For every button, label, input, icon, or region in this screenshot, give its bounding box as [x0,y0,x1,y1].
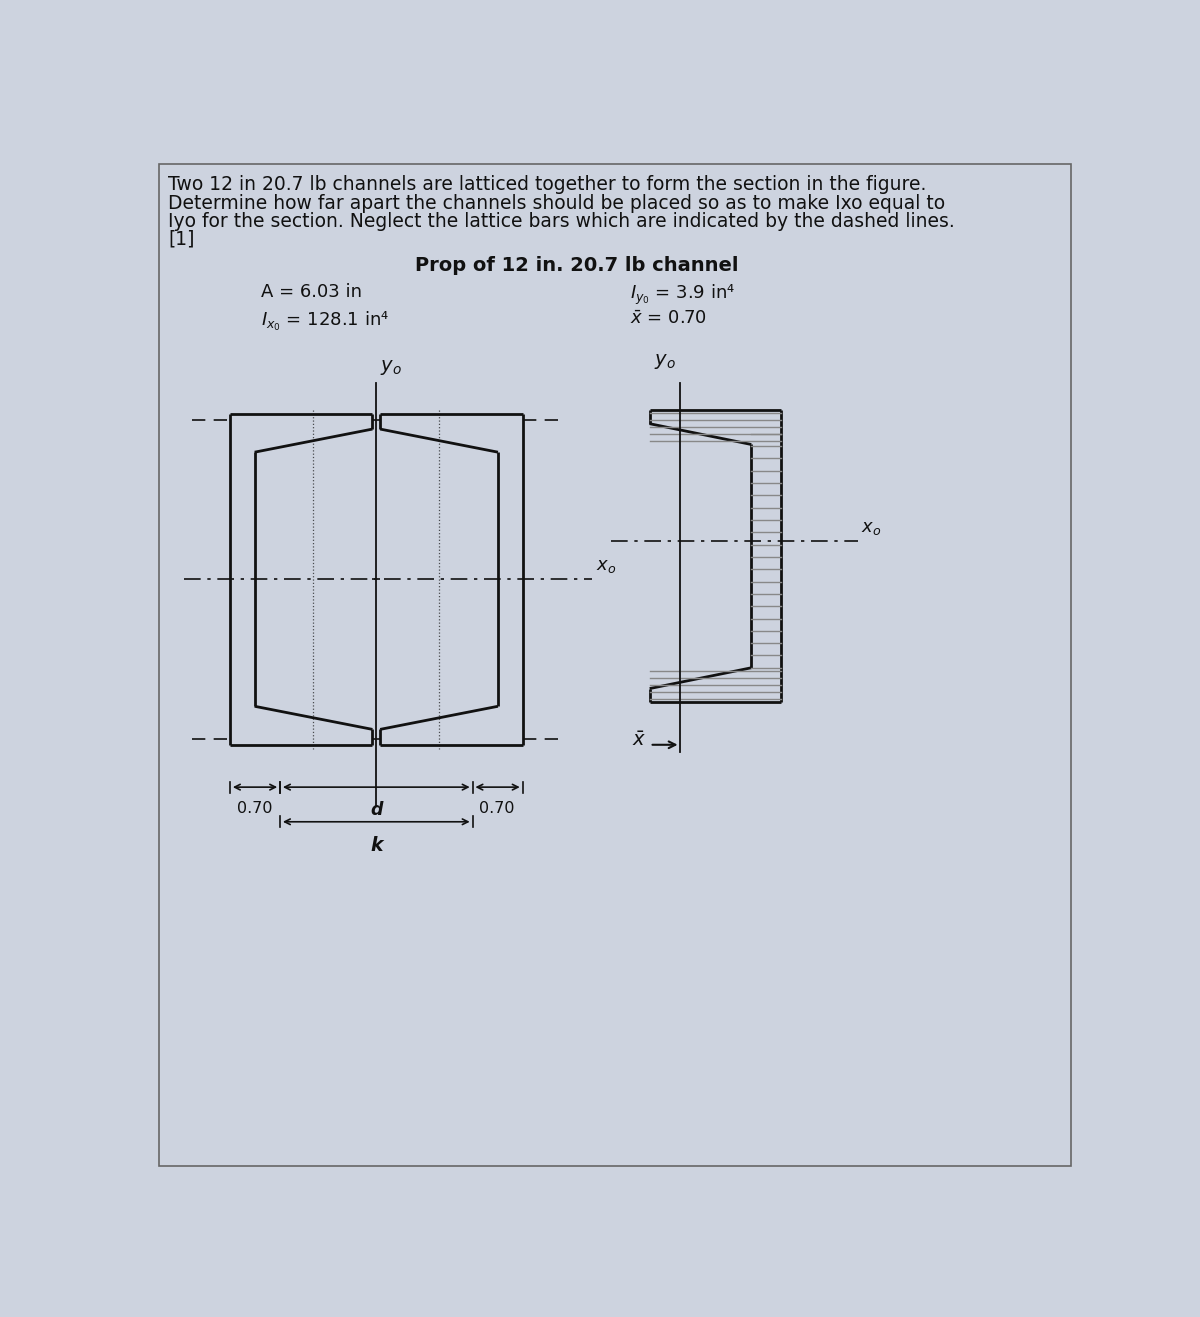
Text: 0.70: 0.70 [480,801,515,817]
Text: $x_o$: $x_o$ [595,557,616,576]
Text: Iyo for the section. Neglect the lattice bars which are indicated by the dashed : Iyo for the section. Neglect the lattice… [168,212,955,230]
Text: 0.70: 0.70 [236,801,272,817]
Text: [1]: [1] [168,229,194,249]
Text: Determine how far apart the channels should be placed so as to make Ixo equal to: Determine how far apart the channels sho… [168,194,946,213]
Text: $x_o$: $x_o$ [862,519,882,537]
Text: $I_{y_0}$ = 3.9 in⁴: $I_{y_0}$ = 3.9 in⁴ [630,283,736,307]
Text: $y_o$: $y_o$ [654,353,676,371]
Text: $\bar{x}$ = 0.70: $\bar{x}$ = 0.70 [630,309,707,328]
Text: Prop of 12 in. 20.7 lb channel: Prop of 12 in. 20.7 lb channel [415,255,738,275]
Text: $\bar{x}$: $\bar{x}$ [631,731,646,751]
Text: A = 6.03 in: A = 6.03 in [260,283,362,300]
Text: k: k [370,836,383,855]
Text: d: d [370,801,383,819]
Text: $y_o$: $y_o$ [380,358,402,377]
Text: Two 12 in 20.7 lb channels are latticed together to form the section in the figu: Two 12 in 20.7 lb channels are latticed … [168,175,926,194]
Text: $I_{x_0}$ = 128.1 in⁴: $I_{x_0}$ = 128.1 in⁴ [260,309,389,333]
